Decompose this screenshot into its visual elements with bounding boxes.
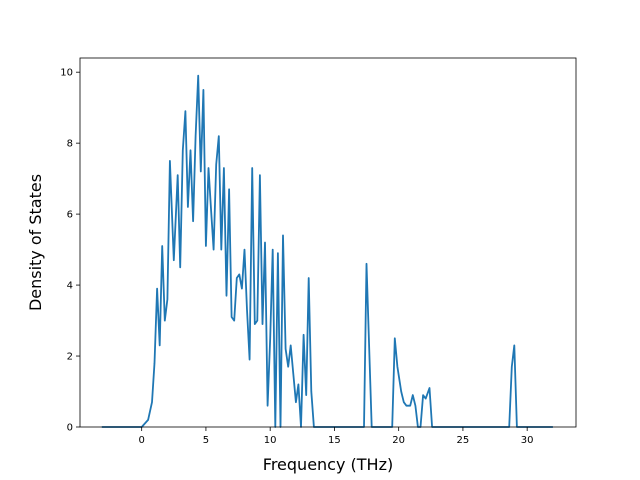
x-tick-label: 20: [392, 435, 405, 446]
x-tick-label: 5: [203, 435, 209, 446]
y-tick-label: 0: [67, 423, 73, 434]
x-tick-label: 10: [264, 435, 277, 446]
x-tick-label: 25: [457, 435, 470, 446]
x-axis-ticks: 0 5 10 15 20 25 30: [138, 427, 534, 446]
plot-area: [101, 74, 553, 428]
x-tick-label: 15: [328, 435, 341, 446]
y-tick-label: 4: [67, 281, 73, 292]
y-axis-ticks: 0 2 4 6 8 10: [60, 68, 80, 434]
y-tick-label: 10: [60, 68, 73, 79]
x-tick-label: 0: [138, 435, 144, 446]
y-tick-label: 8: [67, 139, 73, 150]
x-axis-label: Frequency (THz): [263, 455, 393, 474]
axes-frame: [79, 57, 577, 428]
y-tick-label: 2: [67, 352, 73, 363]
dos-series-line: [101, 74, 553, 428]
y-axis-label: Density of States: [26, 174, 45, 311]
x-tick-label: 30: [521, 435, 534, 446]
y-tick-label: 6: [67, 210, 73, 221]
